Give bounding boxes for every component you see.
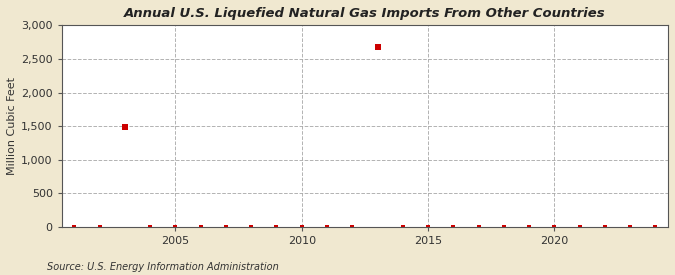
Y-axis label: Million Cubic Feet: Million Cubic Feet xyxy=(7,77,17,175)
Title: Annual U.S. Liquefied Natural Gas Imports From Other Countries: Annual U.S. Liquefied Natural Gas Import… xyxy=(124,7,605,20)
Text: Source: U.S. Energy Information Administration: Source: U.S. Energy Information Administ… xyxy=(47,262,279,272)
